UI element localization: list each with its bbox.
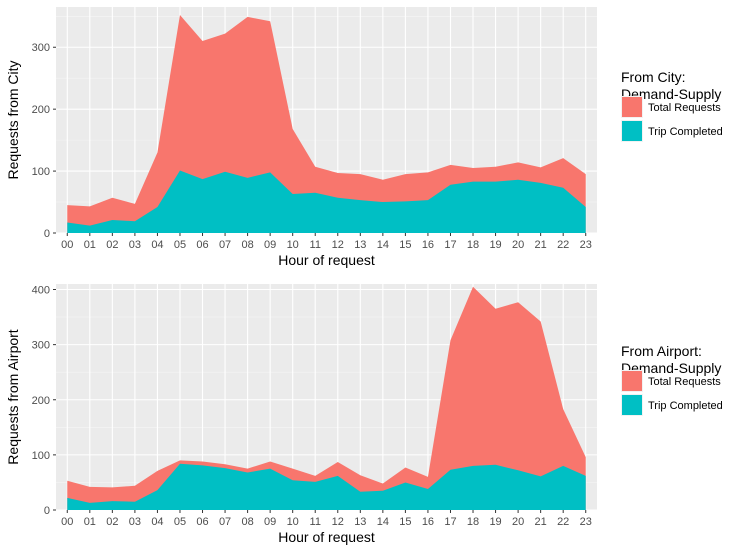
x-tick-label: 19	[489, 516, 501, 528]
x-tick-label: 17	[444, 239, 456, 251]
x-tick-label: 06	[196, 239, 208, 251]
legend-swatch	[622, 121, 642, 141]
x-tick-label: 02	[106, 516, 118, 528]
x-tick-label: 11	[310, 516, 321, 528]
x-tick-label: 23	[580, 516, 592, 528]
x-tick-label: 11	[310, 239, 321, 251]
x-tick-label: 07	[219, 239, 231, 251]
x-tick-label: 20	[512, 239, 524, 251]
x-tick-label: 14	[377, 516, 389, 528]
x-tick-label: 02	[106, 239, 118, 251]
area-total-requests	[67, 286, 586, 510]
x-tick-label: 10	[287, 516, 299, 528]
x-tick-label: 06	[196, 516, 208, 528]
y-tick-label: 300	[32, 42, 50, 54]
x-tick-label: 00	[61, 516, 73, 528]
y-tick-label: 0	[44, 228, 50, 240]
x-tick-label: 03	[129, 516, 141, 528]
x-tick-label: 18	[467, 239, 479, 251]
x-tick-label: 22	[557, 516, 569, 528]
x-tick-label: 04	[151, 239, 163, 251]
y-tick-label: 200	[32, 104, 50, 116]
x-tick-label: 21	[535, 516, 547, 528]
y-tick-label: 300	[32, 340, 50, 352]
x-tick-label: 12	[332, 239, 344, 251]
x-tick-label: 16	[422, 516, 434, 528]
x-tick-label: 13	[354, 239, 366, 251]
y-axis-title: Requests from Airport	[5, 329, 21, 464]
x-tick-label: 19	[489, 239, 501, 251]
y-tick-label: 100	[32, 450, 50, 462]
x-tick-label: 13	[354, 516, 366, 528]
legend-title-line: From Airport:	[621, 343, 702, 359]
x-tick-label: 23	[580, 239, 592, 251]
x-tick-label: 18	[467, 516, 479, 528]
x-tick-label: 05	[174, 516, 186, 528]
chart-panel-1: 0 100 200 300 400 00 01 02 03 04 05 06 07 08 09 10 11 12 1…	[5, 284, 723, 545]
x-tick-label: 16	[422, 239, 434, 251]
legend-swatch	[622, 97, 642, 117]
x-tick-label: 03	[129, 239, 141, 251]
x-tick-label: 22	[557, 239, 569, 251]
x-tick-label: 00	[61, 239, 73, 251]
x-tick-label: 07	[219, 516, 231, 528]
x-tick-label: 14	[377, 239, 389, 251]
y-axis-title: Requests from City	[5, 60, 21, 179]
legend-label: Total Requests	[648, 102, 721, 114]
legend-title-line: From City:	[621, 69, 686, 85]
x-tick-label: 15	[399, 516, 411, 528]
x-tick-label: 09	[264, 239, 276, 251]
x-tick-label: 12	[332, 516, 344, 528]
legend-label: Total Requests	[648, 376, 721, 388]
x-tick-label: 15	[399, 239, 411, 251]
legend-title-line: Demand-Supply	[621, 360, 721, 376]
x-tick-label: 17	[444, 516, 456, 528]
legend-swatch	[622, 371, 642, 391]
x-tick-label: 04	[151, 516, 163, 528]
x-axis-title: Hour of request	[278, 529, 375, 545]
legend-label: Trip Completed	[648, 400, 723, 412]
x-tick-label: 05	[174, 239, 186, 251]
x-tick-label: 20	[512, 516, 524, 528]
x-tick-label: 21	[535, 239, 547, 251]
x-tick-label: 01	[84, 239, 96, 251]
chart-panel-0: 0 100 200 300 00 01 02 03 04 05 06 07 08 09 10 11 12 13 14…	[5, 7, 723, 268]
x-tick-label: 01	[84, 516, 96, 528]
x-tick-label: 08	[241, 239, 253, 251]
x-tick-label: 10	[287, 239, 299, 251]
area-trip-completed	[67, 170, 586, 233]
y-tick-label: 200	[32, 395, 50, 407]
legend-title-line: Demand-Supply	[621, 86, 721, 102]
x-axis-title: Hour of request	[278, 252, 375, 268]
y-tick-label: 0	[44, 505, 50, 517]
x-tick-label: 08	[241, 516, 253, 528]
y-tick-label: 400	[32, 285, 50, 297]
y-tick-label: 100	[32, 166, 50, 178]
area-trip-completed	[67, 463, 586, 510]
legend-swatch	[622, 395, 642, 415]
x-tick-label: 09	[264, 516, 276, 528]
legend-label: Trip Completed	[648, 126, 723, 138]
